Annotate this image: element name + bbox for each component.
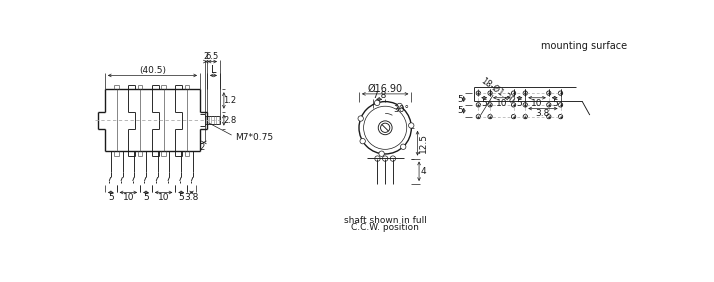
Text: 3.8: 3.8 <box>184 193 198 202</box>
Text: 2: 2 <box>200 143 205 152</box>
Text: 6.5: 6.5 <box>206 52 219 61</box>
Text: 10: 10 <box>158 193 169 202</box>
Circle shape <box>358 116 363 121</box>
Text: shaft shown in full: shaft shown in full <box>343 216 426 225</box>
Text: 5: 5 <box>552 99 558 108</box>
Text: L: L <box>211 65 216 75</box>
Text: C.C.W. position: C.C.W. position <box>351 222 419 232</box>
Text: 10: 10 <box>531 99 543 108</box>
Text: 2.8: 2.8 <box>223 116 236 125</box>
Text: 7.8: 7.8 <box>372 91 386 100</box>
Circle shape <box>379 151 384 157</box>
Text: 4: 4 <box>421 167 426 176</box>
Text: Ø16.90: Ø16.90 <box>368 83 403 94</box>
Circle shape <box>383 156 388 161</box>
Text: 2: 2 <box>203 52 208 61</box>
Text: 1.2: 1.2 <box>223 96 236 105</box>
Circle shape <box>360 138 366 144</box>
Circle shape <box>390 156 396 161</box>
Text: M7*0.75: M7*0.75 <box>236 133 273 142</box>
Text: 30°: 30° <box>393 105 409 114</box>
Text: 5: 5 <box>457 106 463 115</box>
Text: 12.5: 12.5 <box>419 133 428 153</box>
Circle shape <box>375 156 380 161</box>
Text: 10: 10 <box>123 193 134 202</box>
Text: 5: 5 <box>143 193 149 202</box>
Text: mounting surface: mounting surface <box>540 41 627 51</box>
Text: 5: 5 <box>516 99 523 108</box>
Circle shape <box>397 103 403 109</box>
Text: (40.5): (40.5) <box>139 65 166 74</box>
Text: 5: 5 <box>178 193 184 202</box>
Circle shape <box>401 144 406 149</box>
Text: 10: 10 <box>496 99 508 108</box>
Text: 5: 5 <box>481 99 487 108</box>
Text: 3.8: 3.8 <box>536 109 550 118</box>
Text: 5: 5 <box>457 94 463 103</box>
Text: 18-Ø1.20: 18-Ø1.20 <box>479 76 516 105</box>
Text: 5: 5 <box>108 193 114 202</box>
Circle shape <box>408 123 414 128</box>
Circle shape <box>374 100 380 105</box>
